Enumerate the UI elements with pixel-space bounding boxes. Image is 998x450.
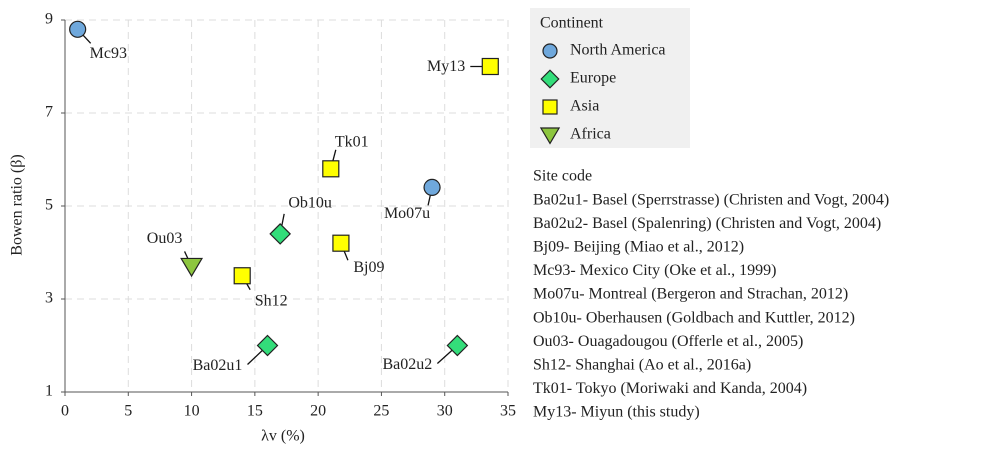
y-tick-label: 7 bbox=[45, 104, 53, 121]
point-label: Tk01 bbox=[335, 133, 369, 150]
point bbox=[322, 160, 340, 178]
point bbox=[446, 334, 469, 357]
legend-marker bbox=[542, 43, 558, 59]
site-code: Bj09- Beijing (Miao et al., 2012) bbox=[533, 238, 744, 255]
x-tick-label: 0 bbox=[61, 403, 69, 420]
point-label: My13 bbox=[427, 58, 465, 75]
legend-label: Africa bbox=[570, 126, 611, 143]
legend-marker bbox=[542, 99, 558, 115]
point bbox=[69, 20, 87, 38]
point-label: Mo07u bbox=[384, 205, 430, 222]
point-label: Mc93 bbox=[90, 45, 127, 62]
point bbox=[180, 257, 204, 278]
site-code: Tk01- Tokyo (Moriwaki and Kanda, 2004) bbox=[533, 380, 807, 397]
point bbox=[423, 178, 441, 196]
point-label: Ba02u2 bbox=[382, 356, 432, 373]
legend-label: Asia bbox=[570, 98, 599, 115]
point-label: Bj09 bbox=[353, 259, 384, 276]
y-tick-label: 9 bbox=[45, 11, 53, 28]
legend-label: Europe bbox=[570, 70, 616, 87]
point-label: Sh12 bbox=[255, 292, 288, 309]
site-code-title: Site code bbox=[533, 168, 592, 185]
legend-title: Continent bbox=[540, 15, 604, 32]
site-code: My13- Miyun (this study) bbox=[533, 404, 700, 421]
point bbox=[233, 267, 251, 285]
y-tick-label: 5 bbox=[45, 197, 53, 214]
point bbox=[269, 223, 292, 245]
point-label: Ob10u bbox=[288, 195, 332, 212]
point bbox=[256, 334, 279, 357]
y-tick-label: 1 bbox=[45, 383, 53, 400]
site-code: Ba02u2- Basel (Spalenring) (Christen and… bbox=[533, 215, 881, 232]
x-tick-label: 25 bbox=[373, 403, 389, 420]
site-code: Mo07u- Montreal (Bergeron and Strachan, … bbox=[533, 286, 848, 303]
point bbox=[481, 57, 499, 76]
x-tick-label: 10 bbox=[184, 403, 200, 420]
x-tick-label: 20 bbox=[310, 403, 326, 420]
y-axis-label: Bowen ratio (β) bbox=[9, 154, 26, 255]
point bbox=[332, 234, 350, 252]
x-axis-label: λv (%) bbox=[261, 428, 305, 445]
legend-marker bbox=[540, 69, 560, 89]
point-label: Ou03 bbox=[147, 230, 183, 247]
legend-label: North America bbox=[570, 42, 666, 59]
point-label: Ba02u1 bbox=[193, 357, 243, 374]
site-code: Ou03- Ouagadougou (Offerle et al., 2005) bbox=[533, 333, 803, 350]
x-tick-label: 30 bbox=[437, 403, 453, 420]
site-code: Ob10u- Oberhausen (Goldbach and Kuttler,… bbox=[533, 309, 855, 326]
site-code: Mc93- Mexico City (Oke et al., 1999) bbox=[533, 262, 777, 279]
y-tick-label: 3 bbox=[45, 290, 53, 307]
x-tick-label: 15 bbox=[247, 403, 263, 420]
x-tick-label: 35 bbox=[500, 403, 516, 420]
site-code: Sh12- Shanghai (Ao et al., 2016a) bbox=[533, 356, 751, 373]
site-code: Ba02u1- Basel (Sperrstrasse) (Christen a… bbox=[533, 191, 889, 208]
legend-marker bbox=[539, 127, 561, 145]
x-tick-label: 5 bbox=[124, 403, 132, 420]
